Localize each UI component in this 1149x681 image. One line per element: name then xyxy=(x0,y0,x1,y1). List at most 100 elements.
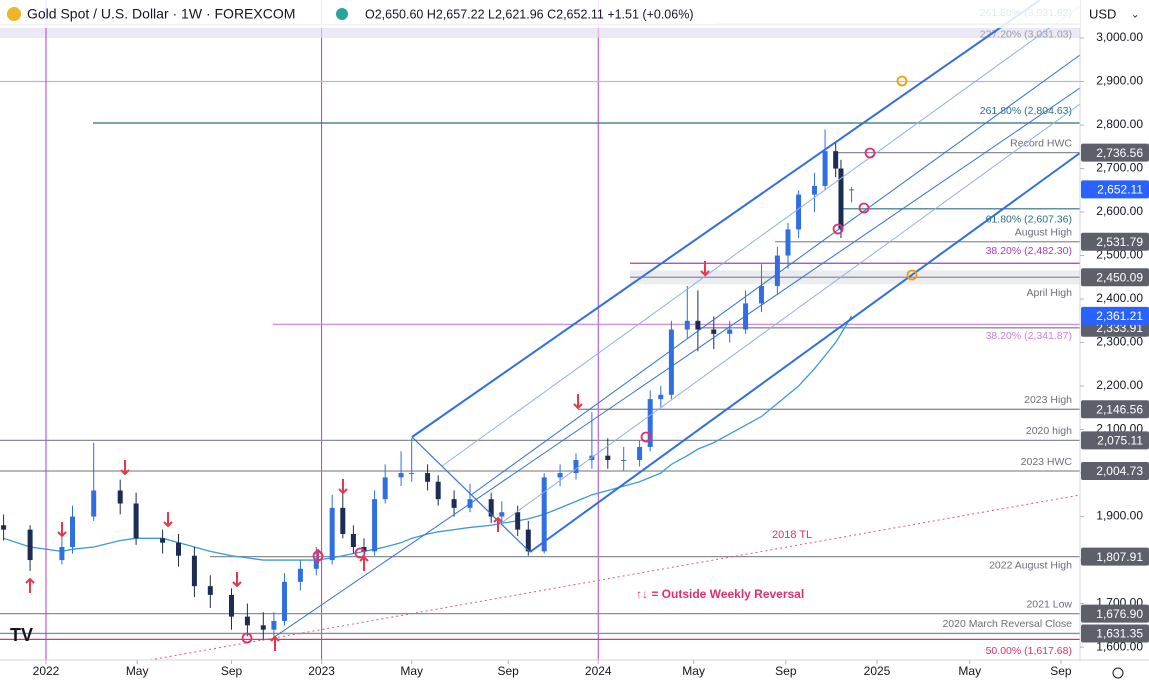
annotation: 2018 TL xyxy=(772,529,812,541)
price-box-label: 2,736.56 xyxy=(1096,146,1143,160)
level-note: 50.00% (1,617.68) xyxy=(986,645,1072,657)
candle-body xyxy=(451,499,457,508)
price-box xyxy=(1081,180,1149,199)
axis-labels: 1,600.001,700.001,800.001,900.002,000.00… xyxy=(33,30,1149,678)
candle-body xyxy=(525,529,531,552)
candle-body xyxy=(372,499,378,552)
x-tick-label: May xyxy=(682,664,705,678)
price-box-label: 2,075.11 xyxy=(1097,434,1143,448)
reversal-arrow xyxy=(270,635,280,651)
candle-body xyxy=(382,477,388,500)
x-tick-label: 2025 xyxy=(864,664,891,678)
marker-ring xyxy=(858,202,870,214)
y-tick-label: 2,500.00 xyxy=(1096,248,1143,262)
level-note: 261.80% (2,804.63) xyxy=(980,105,1072,117)
y-tick-label: 2,400.00 xyxy=(1096,291,1143,305)
candle-body xyxy=(684,320,690,330)
level-note: 2020 high xyxy=(1026,425,1072,437)
price-box-label: 2,004.73 xyxy=(1096,464,1143,478)
reversal-arrow xyxy=(120,460,130,476)
marker-ring xyxy=(906,269,918,281)
reversal-arrow xyxy=(359,555,369,571)
channel-quarter xyxy=(499,103,1081,525)
y-tick-label: 2,800.00 xyxy=(1096,117,1143,131)
price-box-label: 2,531.79 xyxy=(1096,235,1143,249)
price-box xyxy=(1081,143,1149,162)
candle-body xyxy=(27,529,33,561)
candle-body xyxy=(70,516,76,548)
candle-body xyxy=(313,560,319,569)
ohlc: O2,650.60 H2,657.22 L2,621.96 C2,652.11 … xyxy=(365,7,694,21)
x-tick-label: May xyxy=(126,664,149,678)
price-box xyxy=(1081,306,1149,325)
candle-body xyxy=(785,229,791,256)
reversal-arrow xyxy=(25,577,35,593)
reversal-arrow xyxy=(338,479,348,495)
level-note: 38.20% (2,341.87) xyxy=(986,330,1072,342)
price-box xyxy=(1081,547,1149,566)
x-tick-label: 2022 xyxy=(33,664,60,678)
candle-body xyxy=(499,512,505,517)
reversal-arrow xyxy=(700,261,710,277)
candle-body xyxy=(207,586,213,595)
level-note: 38.20% (2,482.30) xyxy=(986,245,1072,257)
candle-body xyxy=(435,481,441,500)
level-note: 61.80% (2,607.36) xyxy=(986,214,1072,226)
symbol: Gold Spot / U.S. Dollar · 1W · FOREXCOM xyxy=(27,6,295,22)
candle-body xyxy=(488,499,494,517)
x-tick-label: May xyxy=(400,664,423,678)
candle-body xyxy=(515,512,521,530)
price-box-label: 2,361.21 xyxy=(1096,309,1143,323)
channel-median xyxy=(470,54,1081,496)
candle-body xyxy=(637,446,643,461)
level-note: April High xyxy=(1026,287,1072,299)
candle-body xyxy=(160,538,166,543)
currency-menu[interactable]: ⌄ xyxy=(1131,10,1139,21)
reversal-arrow xyxy=(493,516,503,532)
settings-icon[interactable] xyxy=(1112,667,1124,679)
candle-body xyxy=(271,620,277,630)
price-axis xyxy=(1080,0,1149,681)
candle-body xyxy=(1,525,7,530)
price-box xyxy=(1081,604,1149,623)
y-tick-label: 1,900.00 xyxy=(1096,509,1143,523)
y-tick-label: 2,600.00 xyxy=(1096,204,1143,218)
candle-body xyxy=(668,329,674,395)
candle-body xyxy=(175,542,181,556)
candle-body xyxy=(340,507,346,534)
level-note: 2020 March Reversal Close xyxy=(942,618,1072,630)
channel-upper xyxy=(411,0,1041,438)
candle-body xyxy=(711,329,717,334)
candle-body xyxy=(541,477,547,552)
candle-body xyxy=(833,151,839,169)
candle-body xyxy=(849,189,855,191)
marker-ring xyxy=(312,550,324,562)
candle-body xyxy=(573,460,579,474)
candle-body xyxy=(695,320,701,330)
x-tick-label: 2023 xyxy=(308,664,335,678)
y-tick-label: 2,900.00 xyxy=(1096,74,1143,88)
reversal-arrow xyxy=(573,394,583,410)
y-tick-label: 3,000.00 xyxy=(1096,30,1143,44)
candle-body xyxy=(425,473,431,482)
x-tick-label: May xyxy=(958,664,981,678)
price-box-label: 2,146.56 xyxy=(1096,402,1143,416)
marker-ring xyxy=(832,223,844,235)
candle-body xyxy=(329,507,335,561)
candle-body xyxy=(133,503,139,539)
y-tick-label: 1,600.00 xyxy=(1096,639,1143,653)
price-box xyxy=(1081,268,1149,287)
level-note: August High xyxy=(1015,226,1072,238)
candle-body xyxy=(557,473,563,478)
candle-body xyxy=(621,460,627,462)
candle-body xyxy=(117,490,123,504)
level-band xyxy=(0,27,1080,39)
candle-body xyxy=(822,151,828,186)
reversal-arrow xyxy=(163,512,173,528)
candle-body xyxy=(774,255,780,286)
x-tick-label: 2024 xyxy=(585,664,612,678)
candle-body xyxy=(605,455,611,461)
price-box-label: 2,450.09 xyxy=(1096,270,1143,284)
